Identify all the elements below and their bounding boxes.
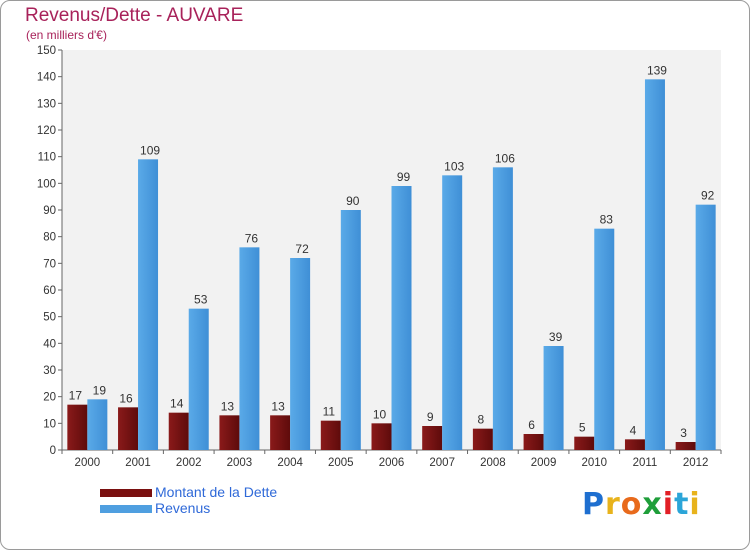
dette-data-label: 10 [373, 407, 387, 421]
logo-letter: r [605, 487, 621, 522]
revenus-bar [138, 159, 159, 451]
revenus-data-label: 99 [397, 170, 411, 184]
y-tick-label: 100 [37, 178, 56, 190]
revenus-data-label: 39 [549, 330, 563, 344]
chart-subtitle: (en milliers d'€) [26, 28, 107, 42]
dette-bar [422, 426, 443, 450]
y-tick-label: 140 [37, 72, 56, 84]
revenus-data-label: 106 [495, 151, 515, 165]
y-tick-label: 40 [43, 338, 56, 350]
x-tick-label: 2011 [633, 457, 658, 469]
dette-bar [371, 423, 392, 450]
revenus-bar [391, 186, 412, 450]
dette-bar [67, 404, 88, 450]
dette-data-label: 8 [478, 413, 485, 427]
revenus-data-label: 109 [140, 143, 160, 157]
dette-bar [219, 415, 240, 450]
revenus-bar [695, 204, 716, 450]
x-tick-label: 2005 [328, 457, 354, 469]
revenus-data-label: 90 [346, 194, 360, 208]
legend-swatch-revenus [100, 505, 152, 513]
dette-data-label: 13 [221, 399, 235, 413]
dette-bar [523, 434, 544, 450]
y-tick-label: 70 [43, 258, 56, 270]
logo-letter: o [620, 487, 643, 522]
logo-letter: P [582, 487, 605, 522]
x-tick-label: 2002 [176, 457, 202, 469]
y-tick-label: 110 [38, 152, 56, 164]
proxiti-logo: Proxiti [582, 487, 701, 522]
revenus-bar [594, 228, 615, 450]
dette-data-label: 14 [170, 397, 184, 411]
dette-bar [270, 415, 291, 450]
y-tick-label: 30 [43, 365, 56, 377]
dette-bar [320, 420, 341, 450]
revenus-data-label: 92 [701, 189, 715, 203]
dette-data-label: 13 [271, 399, 285, 413]
x-tick-label: 2012 [683, 457, 709, 469]
revenus-data-label: 19 [93, 383, 107, 397]
revenus-bar [492, 167, 513, 451]
x-tick-label: 2006 [379, 457, 405, 469]
revenus-data-label: 72 [295, 242, 309, 256]
logo-letter: i [689, 487, 701, 522]
dette-data-label: 11 [323, 405, 336, 419]
legend-label-dette: Montant de la Dette [155, 484, 278, 500]
y-tick-label: 130 [37, 98, 56, 110]
dette-data-label: 9 [427, 410, 434, 424]
revenus-bar [87, 399, 108, 450]
dette-bar [168, 412, 189, 450]
y-tick-label: 0 [50, 445, 56, 457]
dette-bar [574, 436, 595, 450]
revenus-data-label: 53 [194, 293, 208, 307]
x-tick-label: 2001 [125, 457, 151, 469]
x-tick-label: 2000 [75, 457, 101, 469]
revenus-bar [239, 247, 260, 450]
revenus-bar [340, 210, 361, 450]
revenus-data-label: 139 [647, 63, 667, 77]
x-tick-label: 2008 [480, 457, 506, 469]
dette-bar [472, 428, 493, 450]
dette-data-label: 3 [680, 426, 687, 440]
y-tick-label: 150 [37, 45, 56, 57]
dette-bar [624, 439, 645, 450]
x-tick-label: 2010 [581, 457, 607, 469]
y-tick-label: 20 [43, 392, 56, 404]
dette-bar [118, 407, 139, 450]
revenus-bar [290, 258, 311, 450]
revenus-data-label: 83 [600, 213, 614, 227]
y-tick-label: 120 [37, 125, 56, 137]
y-tick-label: 50 [43, 312, 56, 324]
logo-letter: t [674, 487, 690, 522]
revenus-data-label: 76 [245, 231, 259, 245]
dette-data-label: 5 [579, 421, 586, 435]
x-tick-label: 2003 [227, 457, 253, 469]
y-tick-label: 60 [43, 285, 56, 297]
x-tick-label: 2004 [277, 457, 303, 469]
y-tick-label: 10 [43, 418, 56, 430]
revenus-bar [644, 79, 665, 450]
chart-title: Revenus/Dette - AUVARE [25, 5, 244, 26]
dette-bar [675, 442, 696, 450]
dette-data-label: 16 [119, 391, 133, 405]
y-tick-label: 80 [43, 232, 56, 244]
dette-data-label: 6 [528, 418, 535, 432]
x-tick-label: 2009 [531, 457, 557, 469]
revenus-bar [543, 346, 564, 450]
revenus-data-label: 103 [444, 159, 464, 173]
revenus-bar [442, 175, 463, 451]
logo-letter: x [642, 487, 663, 522]
legend-label-revenus: Revenus [155, 500, 211, 516]
y-tick-label: 90 [43, 205, 56, 217]
x-tick-label: 2007 [429, 457, 455, 469]
legend-swatch-dette [100, 489, 152, 497]
dette-data-label: 17 [69, 389, 83, 403]
revenus-bar [188, 308, 209, 450]
dette-data-label: 4 [630, 423, 637, 437]
logo-letter: i [662, 487, 675, 522]
